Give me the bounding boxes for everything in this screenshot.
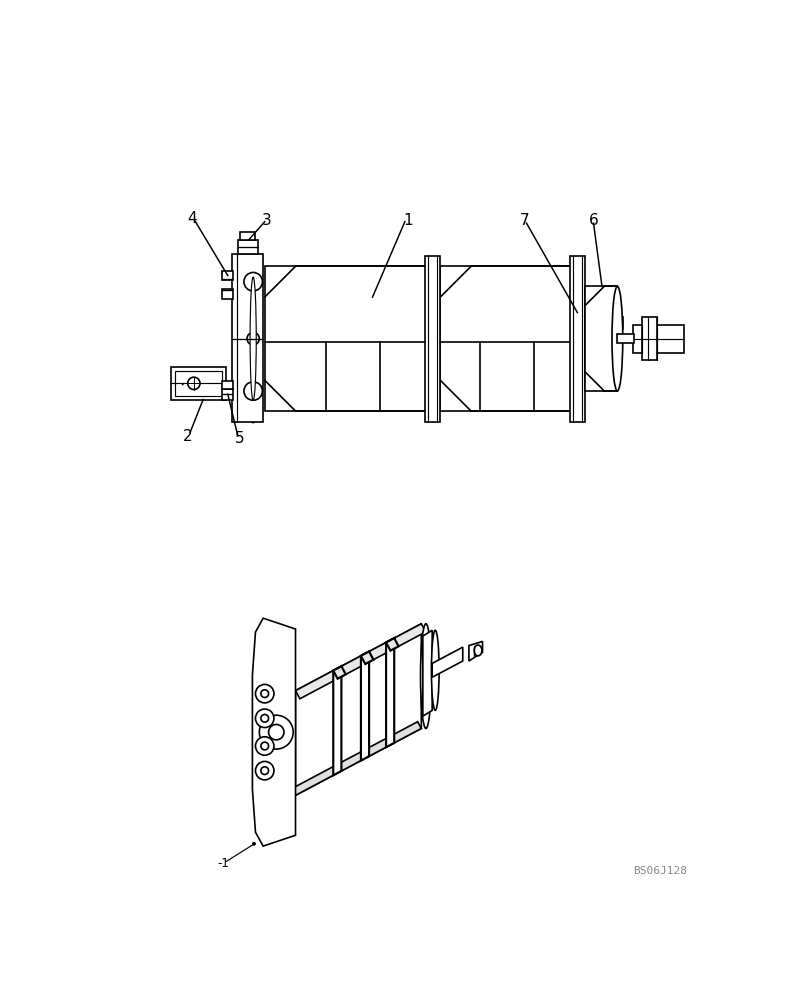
Text: 5: 5 xyxy=(235,431,245,446)
Circle shape xyxy=(255,737,274,755)
Bar xyxy=(642,317,658,360)
Polygon shape xyxy=(333,666,342,775)
Ellipse shape xyxy=(247,255,259,423)
Bar xyxy=(615,317,623,329)
Bar xyxy=(240,232,255,240)
Circle shape xyxy=(261,714,268,722)
Text: 2: 2 xyxy=(183,429,192,444)
Circle shape xyxy=(255,761,274,780)
Polygon shape xyxy=(333,666,346,679)
Polygon shape xyxy=(296,624,426,699)
Ellipse shape xyxy=(431,630,439,710)
Circle shape xyxy=(255,684,274,703)
Polygon shape xyxy=(361,652,373,664)
Bar xyxy=(425,256,440,422)
Bar xyxy=(170,367,226,400)
Circle shape xyxy=(261,690,268,698)
Circle shape xyxy=(255,709,274,728)
Circle shape xyxy=(247,333,259,345)
Text: 1: 1 xyxy=(403,213,413,228)
Polygon shape xyxy=(292,722,421,795)
Circle shape xyxy=(187,377,200,389)
Polygon shape xyxy=(432,647,463,677)
Polygon shape xyxy=(252,618,296,846)
Bar xyxy=(222,381,234,389)
Text: 4: 4 xyxy=(187,211,197,226)
Text: 7: 7 xyxy=(520,213,530,228)
Bar xyxy=(617,334,634,343)
Bar xyxy=(175,371,222,396)
Bar xyxy=(440,266,578,411)
Ellipse shape xyxy=(474,645,482,656)
Bar xyxy=(633,325,684,353)
Bar xyxy=(585,286,617,391)
Polygon shape xyxy=(423,630,432,716)
Text: BS06J128: BS06J128 xyxy=(633,866,687,876)
Polygon shape xyxy=(361,652,369,761)
Bar xyxy=(238,240,258,254)
Circle shape xyxy=(252,842,255,845)
Polygon shape xyxy=(386,638,398,651)
Bar xyxy=(233,254,263,422)
Text: 3: 3 xyxy=(262,213,272,228)
Bar xyxy=(265,266,432,411)
Text: -1: -1 xyxy=(217,857,229,870)
Bar xyxy=(222,271,234,280)
Polygon shape xyxy=(469,641,482,661)
Circle shape xyxy=(261,767,268,774)
Text: 6: 6 xyxy=(589,213,599,228)
Circle shape xyxy=(259,715,293,749)
Ellipse shape xyxy=(250,277,256,400)
Polygon shape xyxy=(296,624,421,795)
Circle shape xyxy=(268,724,284,740)
Polygon shape xyxy=(386,638,394,747)
Bar xyxy=(222,289,234,299)
Circle shape xyxy=(244,272,263,291)
Ellipse shape xyxy=(612,286,623,391)
Circle shape xyxy=(261,742,268,750)
Circle shape xyxy=(244,382,263,400)
Bar xyxy=(570,256,585,422)
Ellipse shape xyxy=(420,624,431,728)
Bar xyxy=(222,389,234,400)
